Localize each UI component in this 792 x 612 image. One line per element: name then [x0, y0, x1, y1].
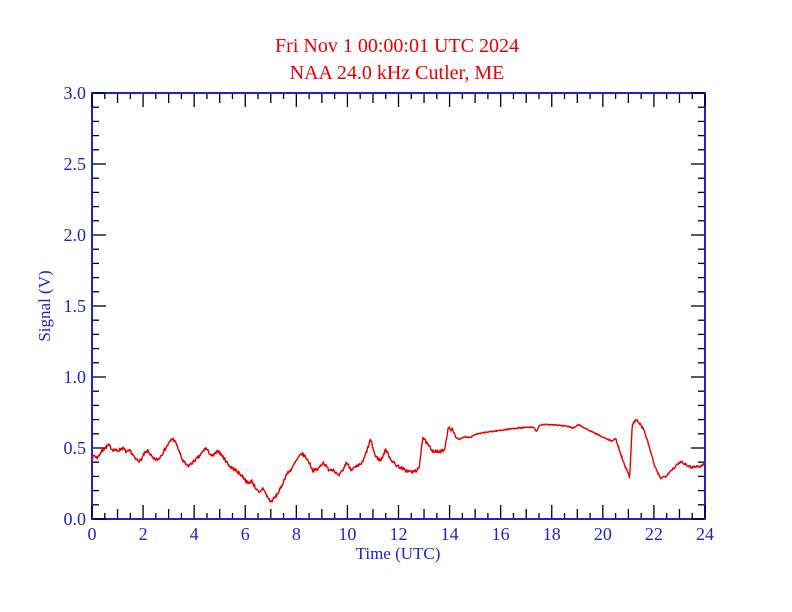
chart-title-line1: Fri Nov 1 00:00:01 UTC 2024: [275, 35, 519, 57]
x-tick-label: 24: [696, 524, 714, 544]
y-tick-labels: 0.0 0.5 1.0 1.5 2.0 2.5 3.0: [64, 83, 87, 529]
x-tick-label: 18: [543, 524, 561, 544]
y-tick-label: 2.0: [64, 225, 87, 245]
axis-ticks: [91, 92, 706, 520]
x-tick-label: 22: [645, 524, 663, 544]
x-axis-title: Time (UTC): [356, 544, 441, 563]
x-tick-label: 12: [390, 524, 408, 544]
signal-trace: [91, 418, 706, 503]
x-tick-label: 4: [190, 524, 199, 544]
x-tick-label: 10: [338, 524, 356, 544]
x-tick-labels: 0 2 4 6 8 10 12 14 16 18 20 22 24: [88, 524, 715, 544]
x-tick-label: 8: [292, 524, 301, 544]
x-tick-label: 16: [492, 524, 510, 544]
plot-area: 0 2 4 6 8 10 12 14 16 18 20 22 24 0.00.51.01.52.02.5…: [64, 83, 715, 544]
plot-border: [91, 92, 706, 520]
y-tick-label: 3.0: [64, 83, 87, 103]
y-tick-label: 1.0: [64, 367, 87, 387]
y-axis-title: Signal (V): [35, 270, 54, 341]
chart-title-line2: NAA 24.0 kHz Cutler, ME: [290, 62, 505, 84]
y-tick-label: 1.5: [64, 296, 87, 316]
y-tick-label: 0.5: [64, 438, 87, 458]
y-tick-label: 0.0: [64, 509, 87, 529]
y-tick-label: 2.5: [64, 154, 87, 174]
x-tick-label: 6: [241, 524, 250, 544]
x-tick-label: 14: [441, 524, 459, 544]
x-tick-label: 0: [88, 524, 97, 544]
x-tick-label: 20: [594, 524, 612, 544]
x-tick-label: 2: [139, 524, 148, 544]
